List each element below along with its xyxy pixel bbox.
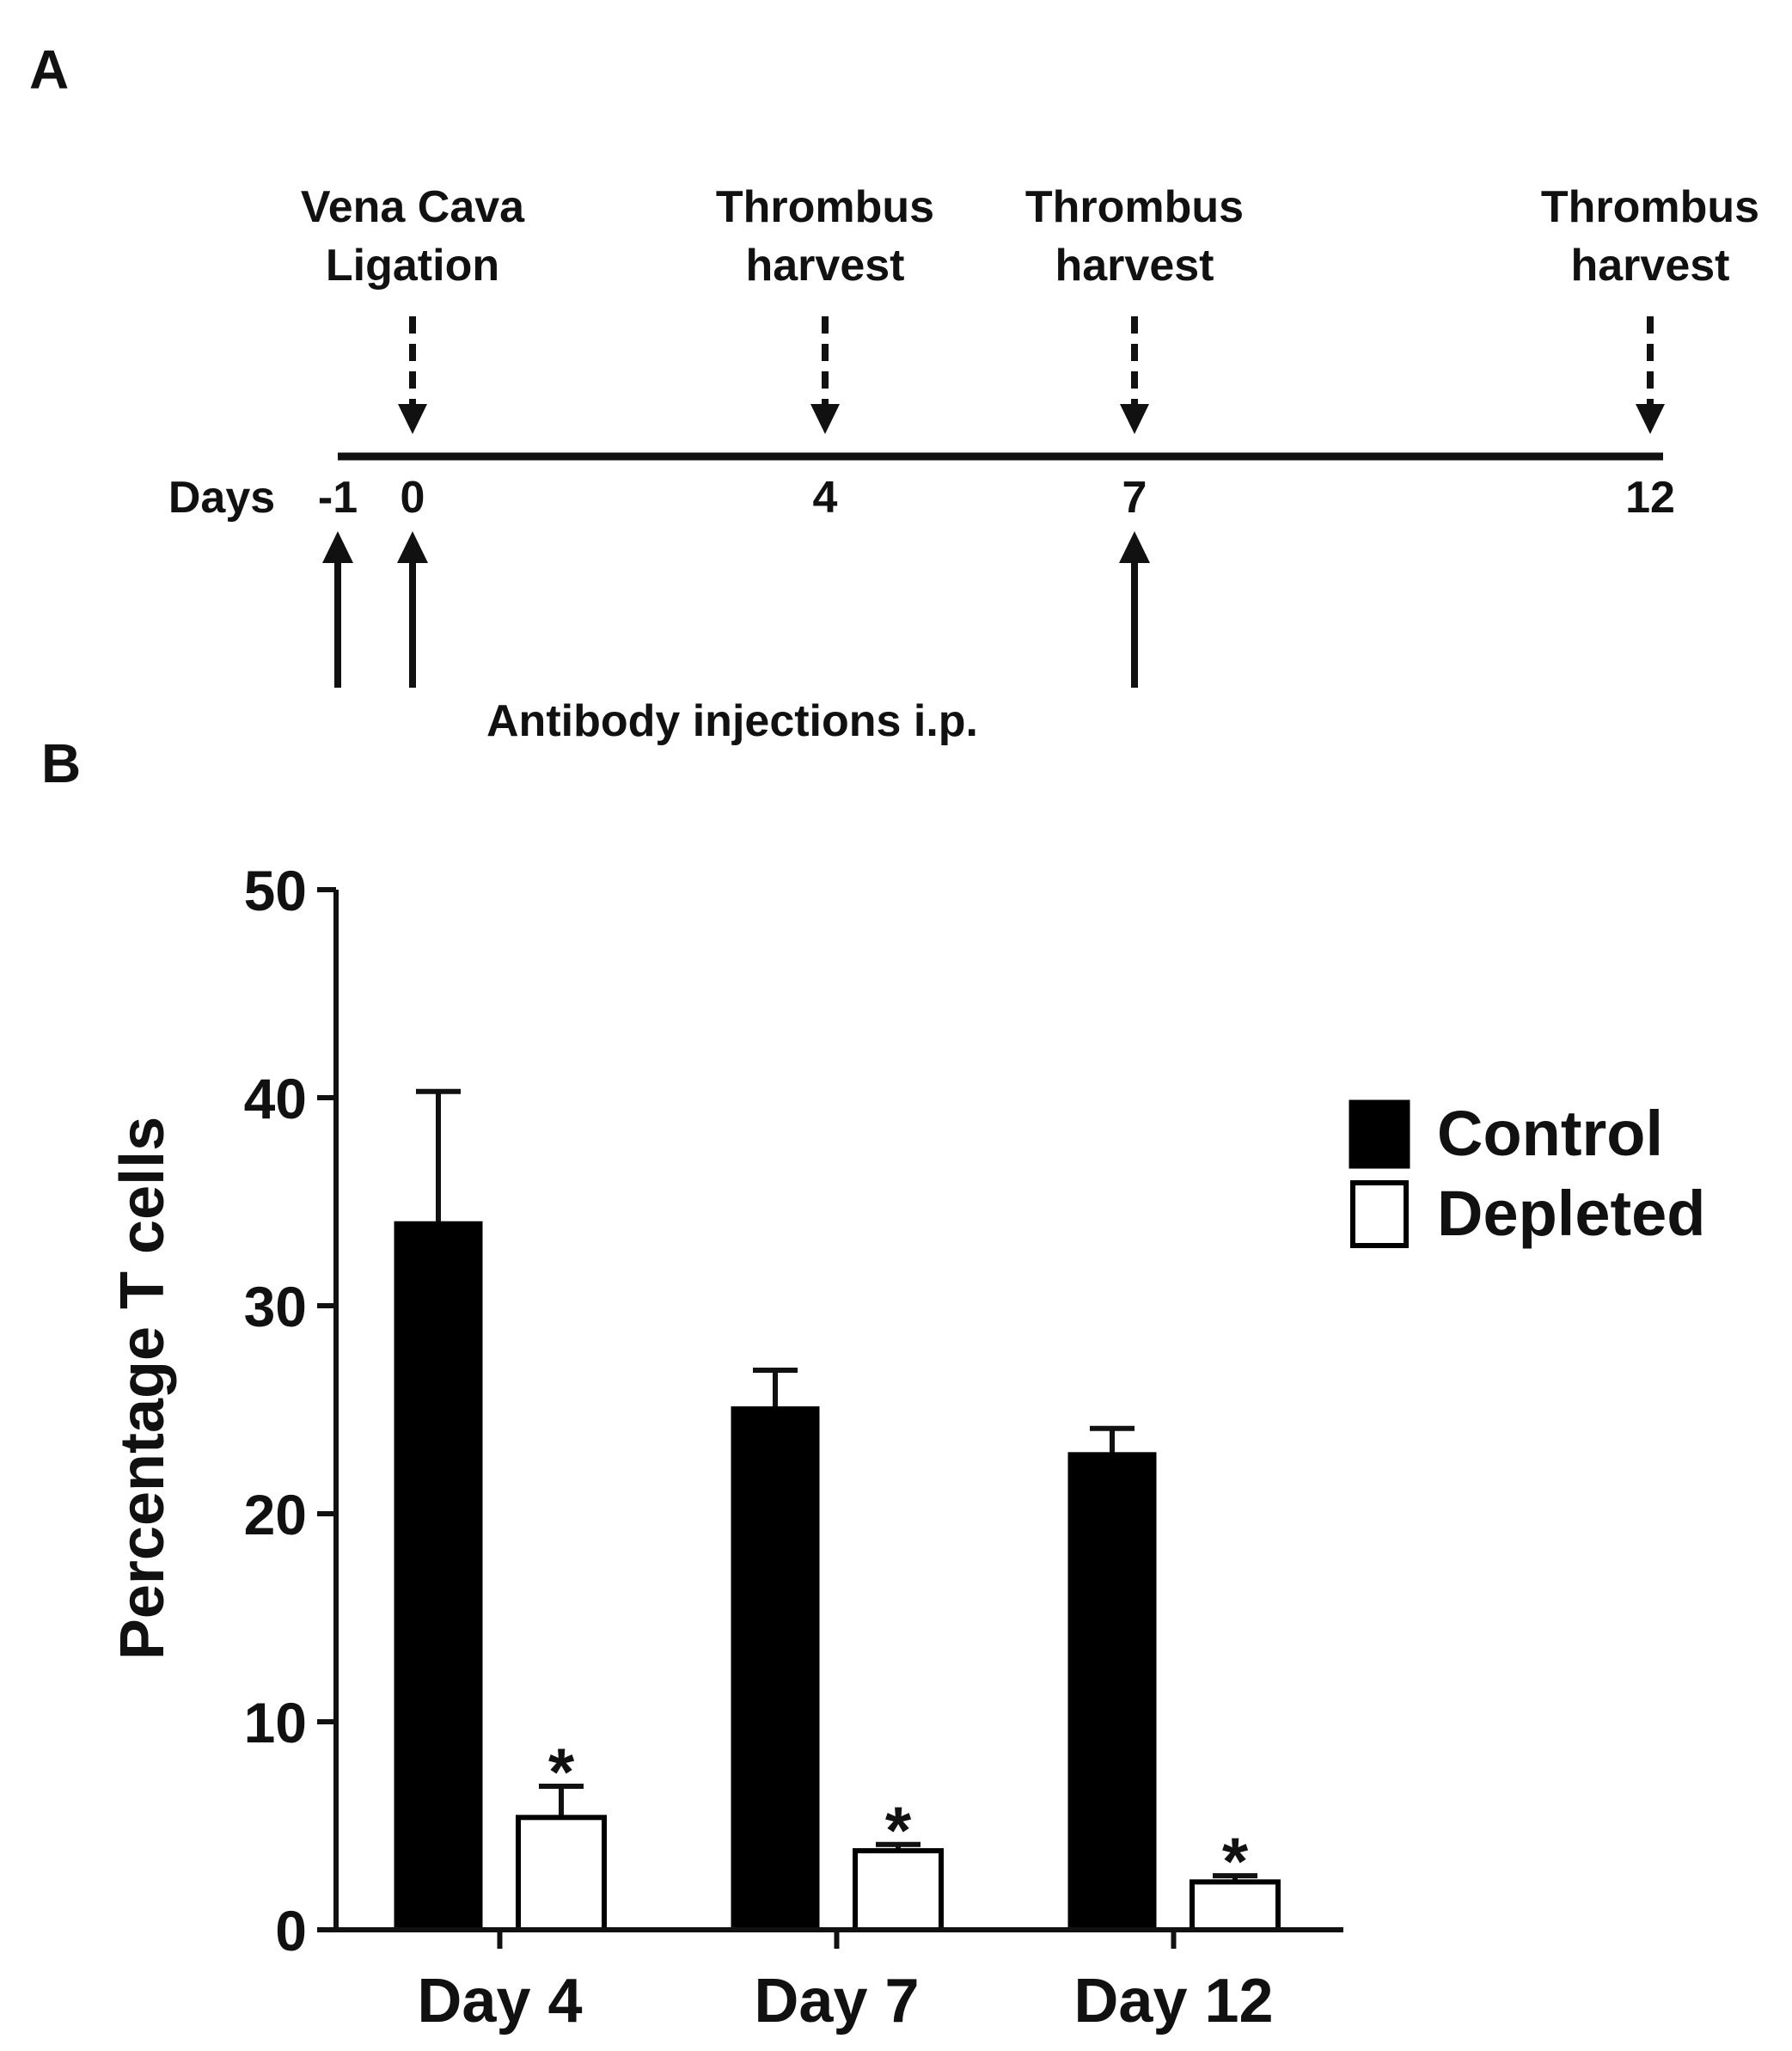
injection-caption: Antibody injections i.p.	[486, 696, 978, 746]
panel-a-label: A	[29, 39, 69, 101]
timeline-panel: Days Antibody injections i.p. -1 0 4 7 12 Ven…	[168, 182, 1759, 746]
chart-legend: Control Depleted	[1349, 1098, 1706, 1249]
timeline-axis-label: Days	[168, 473, 275, 523]
timeline-event-label-day-4: Thrombus	[716, 182, 934, 232]
timeline-event-label-day-0: Ligation	[326, 241, 499, 291]
timeline-tick-1: -1	[318, 473, 358, 523]
y-tick-label-40: 40	[244, 1067, 307, 1130]
dashed-arrow-head-day-12	[1636, 404, 1665, 434]
legend-label-depleted: Depleted	[1437, 1178, 1706, 1249]
legend-label-control: Control	[1437, 1098, 1663, 1169]
bar-control-day-12	[1067, 1452, 1157, 1932]
injection-arrow-head-day--1	[322, 531, 353, 563]
y-tick-label-30: 30	[244, 1275, 307, 1338]
y-tick-label-10: 10	[244, 1691, 307, 1754]
significance-marker-depleted-day-7: *	[885, 1792, 912, 1868]
significance-marker-depleted-day-4: *	[548, 1734, 575, 1809]
timeline-tick-0: 0	[401, 473, 425, 523]
bar-chart: Percentage T cells 0 10 20 30 40 50 Day 4 * Day …	[108, 859, 1343, 2036]
timeline-event-label-day-12: Thrombus	[1541, 182, 1759, 232]
panel-b-label: B	[41, 732, 81, 794]
dashed-arrow-head-day-0	[398, 404, 427, 434]
dashed-arrow-head-day-7	[1120, 404, 1149, 434]
x-category-label-day-7: Day 7	[754, 1967, 919, 2036]
significance-marker-depleted-day-12: *	[1222, 1823, 1249, 1899]
injection-arrow-head-day-7	[1119, 531, 1150, 563]
timeline-tick-12: 12	[1625, 473, 1675, 523]
timeline-tick-4: 4	[813, 473, 838, 523]
legend-swatch-control	[1349, 1099, 1410, 1169]
legend-swatch-depleted	[1350, 1180, 1409, 1248]
timeline-event-label-day-12: harvest	[1571, 241, 1730, 291]
y-tick-label-20: 20	[244, 1483, 307, 1546]
bar-depleted-day-7	[853, 1848, 944, 1933]
timeline-tick-7: 7	[1122, 473, 1147, 523]
bar-control-day-7	[731, 1406, 820, 1932]
timeline-event-label-day-7: Thrombus	[1025, 182, 1244, 232]
timeline-event-label-day-7: harvest	[1055, 241, 1214, 291]
chart-marks: 0 10 20 30 40 50 Day 4 * Day 7 * Day 12 *	[244, 859, 1281, 2036]
y-tick-label-50: 50	[244, 859, 307, 922]
timeline-event-label-day-0: Vena Cava	[301, 182, 525, 232]
x-category-label-day-4: Day 4	[417, 1967, 582, 2036]
timeline-event-label-day-4: harvest	[746, 241, 905, 291]
injection-arrow-head-day-0	[397, 531, 428, 563]
dashed-arrow-head-day-4	[810, 404, 840, 434]
x-category-label-day-12: Day 12	[1073, 1967, 1273, 2036]
y-tick-label-0: 0	[275, 1899, 307, 1962]
y-axis-title: Percentage T cells	[108, 1117, 177, 1660]
bar-depleted-day-4	[516, 1815, 607, 1933]
bar-control-day-4	[394, 1221, 483, 1932]
